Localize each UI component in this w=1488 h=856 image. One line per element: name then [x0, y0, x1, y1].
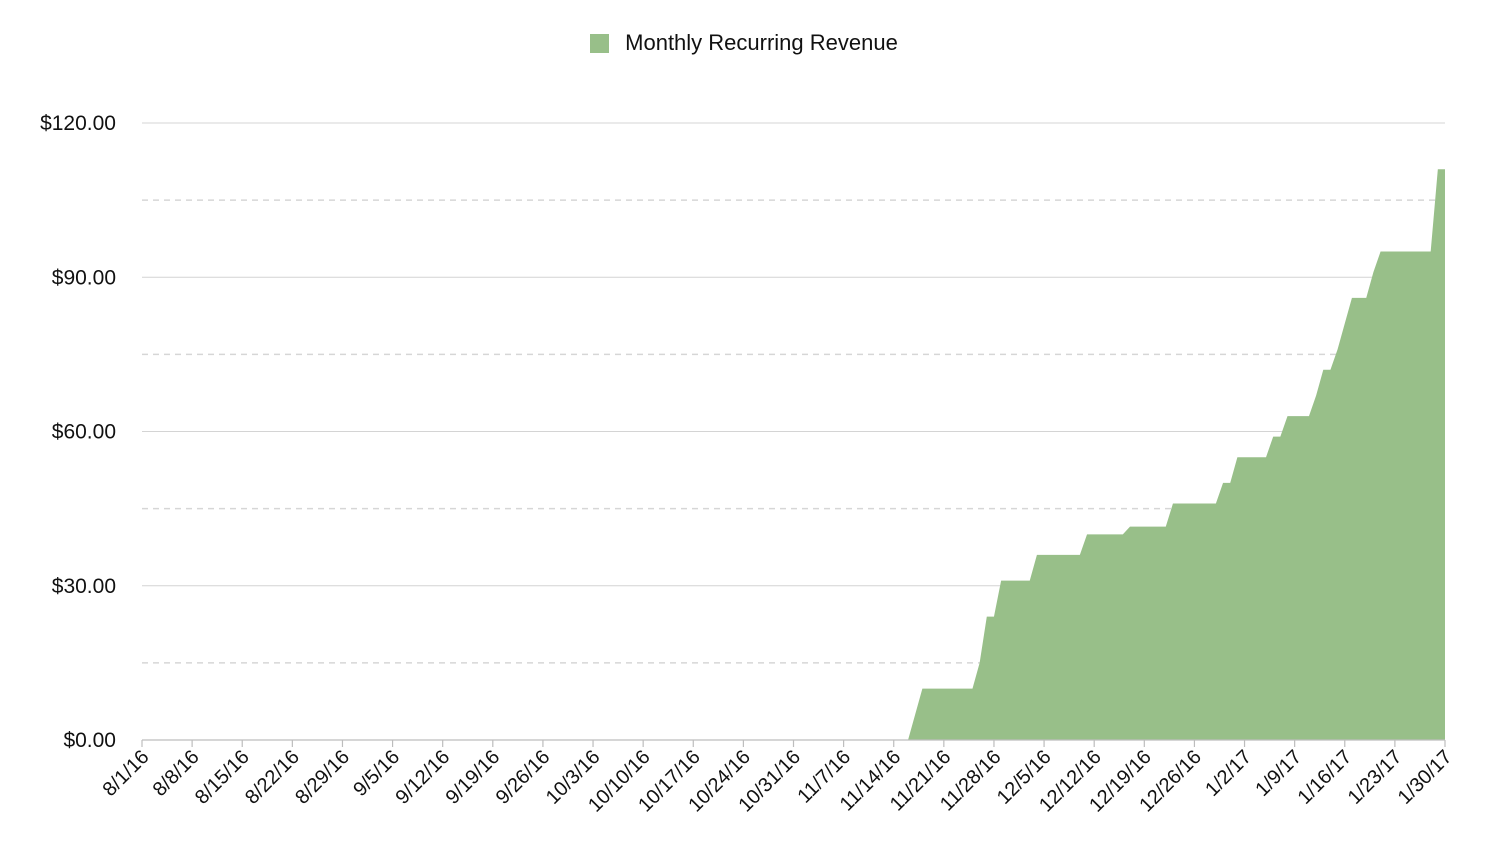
x-tick-label: 8/29/16: [291, 746, 354, 809]
x-tick-label: 1/23/17: [1344, 746, 1407, 809]
legend-swatch: [590, 33, 610, 53]
y-tick-label: $30.00: [52, 575, 116, 598]
x-tick-label: 8/15/16: [191, 746, 254, 809]
y-tick-label: $0.00: [63, 729, 116, 752]
x-tick-label: 8/1/16: [99, 746, 154, 801]
area-series-mrr: [142, 169, 1445, 740]
x-tick-label: 8/22/16: [241, 746, 304, 809]
x-tick-label: 1/30/17: [1394, 746, 1457, 809]
y-tick-label: $90.00: [52, 266, 116, 289]
legend-label: Monthly Recurring Revenue: [625, 30, 898, 55]
x-tick-label: 1/2/17: [1201, 746, 1256, 801]
x-tick-label: 9/26/16: [492, 746, 555, 809]
grid: [142, 122, 1445, 664]
y-tick-label: $120.00: [40, 112, 116, 135]
x-tick-label: 1/16/17: [1294, 746, 1357, 809]
series-area: [142, 169, 1445, 740]
y-tick-label: $60.00: [52, 421, 116, 444]
x-tick-label: 9/19/16: [442, 746, 505, 809]
x-tick-label: 9/12/16: [391, 746, 454, 809]
legend: Monthly Recurring Revenue: [0, 28, 1488, 58]
